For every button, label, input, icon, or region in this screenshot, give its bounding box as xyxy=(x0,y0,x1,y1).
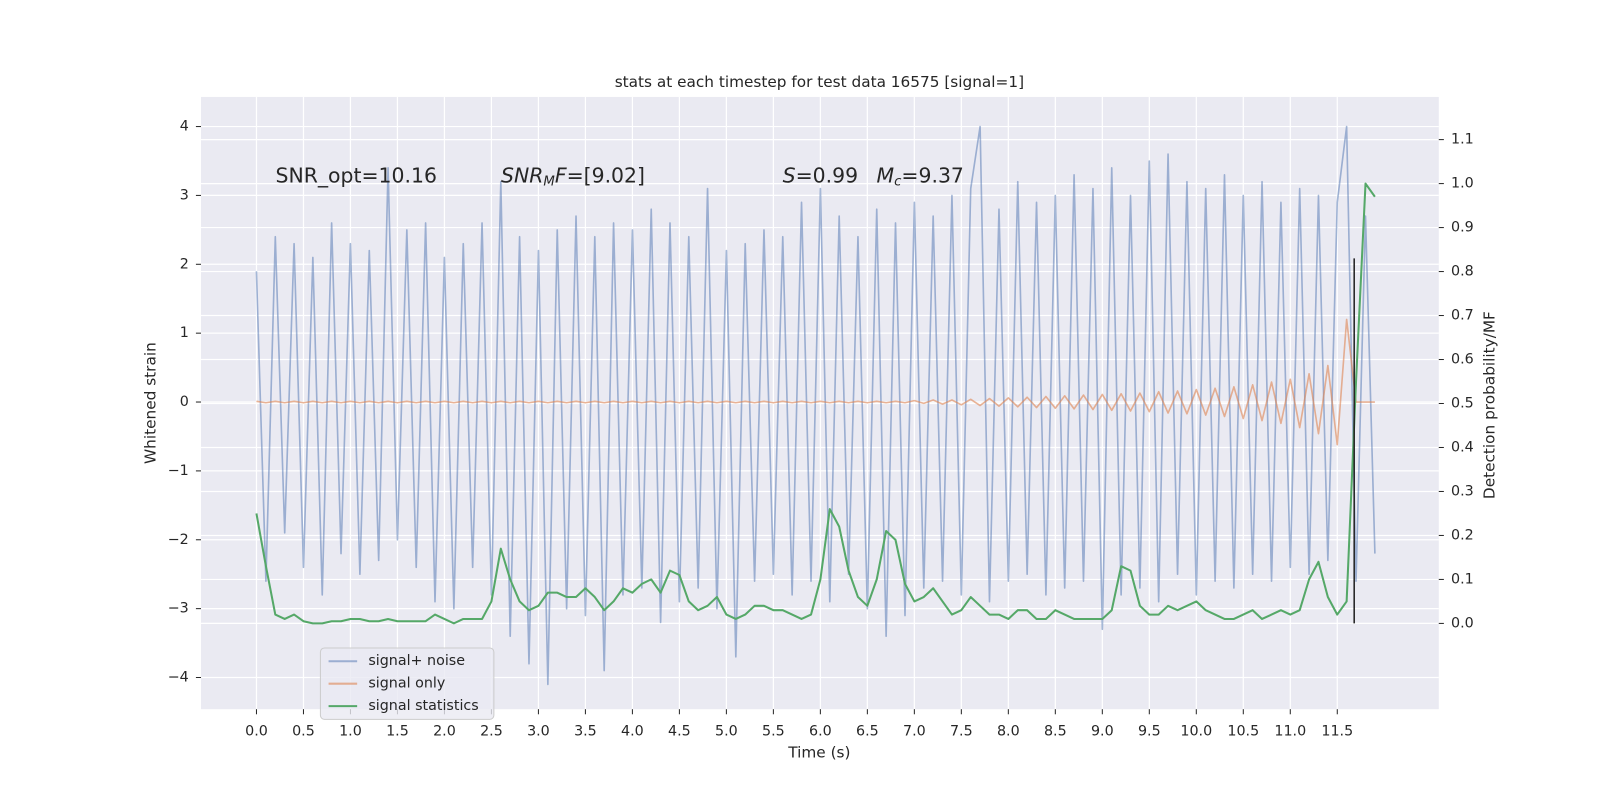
y2-tick-label: 0.8 xyxy=(1451,264,1474,280)
y2-tick-label: 0.0 xyxy=(1451,615,1474,631)
legend-label: signal only xyxy=(368,676,445,692)
series-line xyxy=(255,125,1376,686)
x-tick-label: 6.5 xyxy=(856,724,879,740)
annotation: S=0.99 xyxy=(783,164,858,188)
x-tick-label: 1.5 xyxy=(386,724,409,740)
annotation-part: SNR xyxy=(501,164,543,188)
y-tick-label: 3 xyxy=(180,187,189,203)
y-tick-label: 4 xyxy=(180,119,189,135)
annotation: SNR_opt=10.16 xyxy=(276,164,437,189)
marks xyxy=(255,125,1376,686)
annotation-part: =0.99 xyxy=(796,164,859,188)
annotation-part: S xyxy=(783,164,796,188)
x-tick-label: 10.0 xyxy=(1180,724,1212,740)
annotation: SNRMF=[9.02] xyxy=(501,164,645,190)
annotation-part: c xyxy=(894,175,902,190)
y2-tick-label: 0.9 xyxy=(1451,220,1474,236)
annotation-part: M xyxy=(877,164,895,188)
x-tick-label: 9.5 xyxy=(1138,724,1161,740)
y-tick-label: 1 xyxy=(180,325,189,341)
series-line xyxy=(255,182,1376,625)
y2-tick-label: 0.3 xyxy=(1451,483,1474,499)
x-tick-label: 4.0 xyxy=(621,724,644,740)
x-tick-label: 9.0 xyxy=(1091,724,1114,740)
x-tick-label: 3.5 xyxy=(574,724,597,740)
annotation-part: F xyxy=(555,164,567,188)
x-tick-label: 5.5 xyxy=(762,724,785,740)
y2-tick-label: 0.2 xyxy=(1451,527,1474,543)
x-tick-label: 0.0 xyxy=(245,724,268,740)
y2-axis-label: Detection probability/MF xyxy=(1480,311,1498,499)
legend-label: signal+ noise xyxy=(368,653,465,669)
x-tick-label: 3.0 xyxy=(527,724,550,740)
y2-tick-label: 1.0 xyxy=(1451,176,1474,192)
x-tick-label: 7.0 xyxy=(903,724,926,740)
x-tick-label: 2.0 xyxy=(433,724,456,740)
y-tick-label: −4 xyxy=(168,670,189,686)
y2-tick-label: 0.7 xyxy=(1451,308,1474,324)
y2-tick-label: 0.4 xyxy=(1451,439,1474,455)
chart-title: stats at each timestep for test data 165… xyxy=(615,73,1024,91)
annotation-part: SNR_opt=10.16 xyxy=(276,164,437,189)
labels: stats at each timestep for test data 165… xyxy=(142,73,1499,761)
y-tick-label: 2 xyxy=(180,256,189,272)
annotation-part: =[9.02] xyxy=(567,164,645,188)
x-tick-label: 5.0 xyxy=(715,724,738,740)
y-tick-label: −1 xyxy=(168,463,189,479)
x-tick-label: 10.5 xyxy=(1227,724,1259,740)
y-tick-label: 0 xyxy=(180,394,189,410)
x-tick-label: 0.5 xyxy=(292,724,315,740)
y2-tick-label: 1.1 xyxy=(1451,132,1474,148)
x-tick-label: 11.0 xyxy=(1274,724,1306,740)
x-tick-label: 2.5 xyxy=(480,724,503,740)
legend-box xyxy=(319,647,495,720)
y2-tick-label: 0.5 xyxy=(1451,396,1474,412)
legend-label: signal statistics xyxy=(368,698,478,714)
annotation: Mc=9.37 xyxy=(877,164,964,190)
series-line xyxy=(256,318,1375,446)
x-tick-label: 11.5 xyxy=(1321,724,1353,740)
y2-tick-label: 0.6 xyxy=(1451,352,1474,368)
x-tick-label: 8.0 xyxy=(997,724,1020,740)
annotation-part: =9.37 xyxy=(901,164,964,188)
x-axis-label: Time (s) xyxy=(787,744,850,762)
x-tick-label: 6.0 xyxy=(809,724,832,740)
y2-tick-label: 0.1 xyxy=(1451,571,1474,587)
x-tick-label: 4.5 xyxy=(668,724,691,740)
x-tick-label: 1.0 xyxy=(339,724,362,740)
y-axis-label: Whitened strain xyxy=(142,342,160,464)
x-tick-label: 7.5 xyxy=(950,724,973,740)
y-tick-label: −3 xyxy=(168,601,189,617)
x-tick-label: 8.5 xyxy=(1044,724,1067,740)
y-tick-label: −2 xyxy=(168,532,189,548)
annotation-part: M xyxy=(543,175,555,190)
